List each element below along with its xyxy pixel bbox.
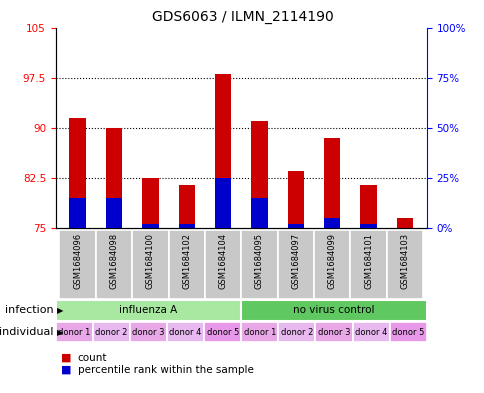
Bar bbox=[251, 198, 267, 228]
Bar bbox=[360, 185, 376, 228]
Text: donor 5: donor 5 bbox=[391, 328, 424, 336]
Text: donor 1: donor 1 bbox=[58, 328, 91, 336]
Text: donor 4: donor 4 bbox=[354, 328, 387, 336]
Text: donor 3: donor 3 bbox=[317, 328, 349, 336]
Text: donor 5: donor 5 bbox=[206, 328, 239, 336]
Bar bbox=[56, 322, 93, 342]
Text: no virus control: no virus control bbox=[293, 305, 374, 316]
Text: influenza A: influenza A bbox=[119, 305, 177, 316]
Bar bbox=[389, 322, 426, 342]
Text: GSM1684096: GSM1684096 bbox=[73, 233, 82, 290]
Bar bbox=[93, 322, 130, 342]
Bar bbox=[241, 230, 277, 299]
Text: GSM1684095: GSM1684095 bbox=[255, 233, 263, 289]
Bar bbox=[323, 218, 340, 228]
Bar bbox=[251, 121, 267, 228]
Bar bbox=[214, 74, 231, 228]
Bar bbox=[241, 300, 426, 321]
Bar bbox=[360, 224, 376, 228]
Bar bbox=[142, 178, 158, 228]
Bar bbox=[178, 224, 195, 228]
Text: GSM1684100: GSM1684100 bbox=[146, 233, 154, 289]
Bar bbox=[386, 230, 422, 299]
Text: individual: individual bbox=[0, 327, 53, 337]
Text: ▶: ▶ bbox=[57, 306, 63, 315]
Text: infection: infection bbox=[5, 305, 53, 316]
Text: GSM1684102: GSM1684102 bbox=[182, 233, 191, 289]
Text: GDS6063 / ILMN_2114190: GDS6063 / ILMN_2114190 bbox=[151, 10, 333, 24]
Bar bbox=[314, 230, 349, 299]
Bar bbox=[106, 128, 122, 228]
Text: donor 2: donor 2 bbox=[95, 328, 127, 336]
Bar bbox=[323, 138, 340, 228]
Text: donor 3: donor 3 bbox=[132, 328, 165, 336]
Bar bbox=[204, 230, 241, 299]
Bar bbox=[59, 230, 95, 299]
Bar bbox=[130, 322, 166, 342]
Text: GSM1684097: GSM1684097 bbox=[291, 233, 300, 290]
Text: donor 4: donor 4 bbox=[169, 328, 201, 336]
Bar bbox=[396, 218, 412, 228]
Text: donor 1: donor 1 bbox=[243, 328, 275, 336]
Bar bbox=[166, 322, 204, 342]
Text: GSM1684103: GSM1684103 bbox=[400, 233, 408, 290]
Text: count: count bbox=[77, 353, 107, 363]
Bar bbox=[56, 300, 241, 321]
Bar bbox=[287, 171, 303, 228]
Bar bbox=[349, 230, 386, 299]
Text: ■: ■ bbox=[60, 365, 71, 375]
Text: GSM1684101: GSM1684101 bbox=[363, 233, 372, 289]
Bar bbox=[69, 198, 86, 228]
Bar bbox=[278, 322, 315, 342]
Bar bbox=[315, 322, 352, 342]
Bar bbox=[241, 322, 278, 342]
Bar bbox=[204, 322, 241, 342]
Text: GSM1684099: GSM1684099 bbox=[327, 233, 336, 289]
Bar bbox=[277, 230, 314, 299]
Text: GSM1684098: GSM1684098 bbox=[109, 233, 118, 290]
Bar bbox=[168, 230, 204, 299]
Text: percentile rank within the sample: percentile rank within the sample bbox=[77, 365, 253, 375]
Bar bbox=[95, 230, 132, 299]
Bar bbox=[287, 224, 303, 228]
Bar bbox=[214, 178, 231, 228]
Bar bbox=[142, 224, 158, 228]
Text: ▶: ▶ bbox=[57, 328, 63, 336]
Bar bbox=[106, 198, 122, 228]
Bar bbox=[132, 230, 168, 299]
Bar bbox=[352, 322, 389, 342]
Text: ■: ■ bbox=[60, 353, 71, 363]
Bar bbox=[178, 185, 195, 228]
Text: GSM1684104: GSM1684104 bbox=[218, 233, 227, 289]
Bar bbox=[69, 118, 86, 228]
Text: donor 2: donor 2 bbox=[280, 328, 313, 336]
